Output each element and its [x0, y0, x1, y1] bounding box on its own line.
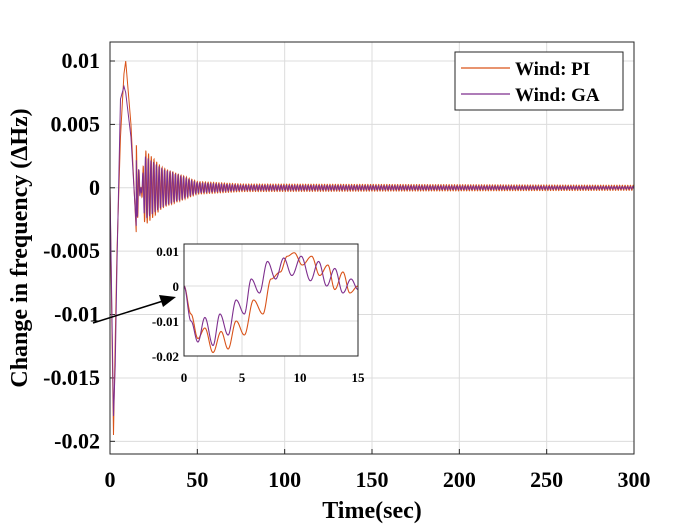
y-tick-label: 0.005: [51, 111, 101, 136]
y-tick-label: -0.015: [43, 365, 100, 390]
inset-y-tick-label: 0.01: [156, 244, 179, 259]
y-axis-label: Change in frequency (ΔHz): [7, 108, 33, 387]
zoom-arrow-line: [92, 300, 164, 324]
zoom-arrow-head: [159, 295, 176, 307]
y-tick-label: -0.01: [54, 302, 100, 327]
inset-series-group: [184, 252, 358, 354]
legend-label-wind-ga: Wind: GA: [515, 85, 600, 106]
y-tick-label: -0.02: [54, 428, 100, 453]
y-tick-label: 0: [89, 175, 100, 200]
x-tick-label: 100: [268, 467, 301, 492]
legend: Wind: PI Wind: GA: [454, 51, 624, 111]
inset-series-line-wind-ga: [184, 255, 358, 347]
y-tick-label: -0.005: [43, 238, 100, 263]
main-axes-box: [109, 41, 635, 455]
inset-y-tick-label: 0: [173, 279, 180, 294]
inset-series-line-wind-pi: [184, 252, 358, 354]
inset-plot-area: [184, 244, 358, 356]
inset-x-tick-label: 10: [294, 370, 307, 385]
series-line-wind-ga: [110, 84, 634, 416]
inset-y-tick-label: -0.01: [152, 314, 179, 329]
legend-label-wind-pi: Wind: PI: [515, 59, 590, 80]
inset-y-tick-label: -0.02: [152, 349, 179, 364]
inset-tick-labels: 0 5 10 15 0.01 0 -0.01 -0.02: [152, 244, 365, 385]
x-axis-label: Time(sec): [322, 498, 422, 524]
x-tick-label: 0: [105, 467, 116, 492]
x-tick-label: 300: [618, 467, 651, 492]
inset-x-tick-label: 15: [352, 370, 366, 385]
zoom-arrow: [92, 295, 176, 324]
y-tick-label: 0.01: [62, 48, 101, 73]
x-tick-label: 200: [443, 467, 476, 492]
series-line-wind-pi: [110, 60, 634, 435]
inset-x-tick-label: 5: [239, 370, 246, 385]
x-tick-label: 50: [186, 467, 208, 492]
inset-axes-box: [183, 243, 359, 357]
legend-box: [454, 51, 624, 111]
x-tick-label: 250: [530, 467, 563, 492]
x-tick-label: 150: [356, 467, 389, 492]
inset-x-tick-label: 0: [181, 370, 188, 385]
main-tick-labels: 0 50 100 150 200 250 3000.010.0050-0.005-0.01-…: [43, 48, 650, 492]
main-series-group: [110, 60, 634, 435]
